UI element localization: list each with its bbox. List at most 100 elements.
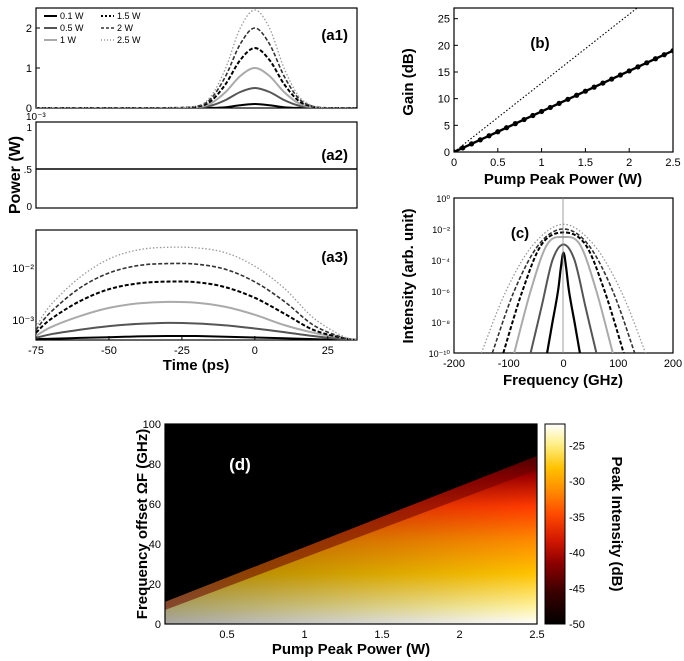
- c-xtick-label: 200: [664, 358, 682, 370]
- panel-d-edge-glow: [165, 456, 537, 610]
- d-ytick-label: 60: [149, 499, 161, 511]
- b-ytick-label: 5: [444, 120, 450, 132]
- c-xtick-label: 100: [609, 358, 627, 370]
- b-gain-marker: [591, 84, 597, 90]
- a1-series-1.5w: [36, 46, 357, 108]
- b-xtick-label: 2.5: [665, 157, 680, 169]
- a3-series-0.5w: [36, 321, 357, 340]
- panel-a2-label: (a2): [321, 147, 348, 164]
- d-colorbar-tick-label: -45: [569, 583, 585, 595]
- b-ytick-label: 25: [438, 14, 450, 26]
- panel-a2-ytick-0.5: .5: [24, 165, 33, 176]
- legend-label-2.5w: 2.5 W: [117, 35, 141, 45]
- c-ytick-label: 10⁻⁸: [431, 318, 450, 328]
- a3-series-2w: [36, 262, 357, 340]
- b-dotted-line: [454, 8, 638, 152]
- panel-c: -200 -100 0 100 20010⁻¹⁰10⁻⁸10⁻⁶10⁻⁴10⁻²10⁰ …: [400, 194, 682, 389]
- b-gain-marker: [512, 121, 518, 127]
- legend-label-0.1w: 0.1 W: [60, 11, 84, 21]
- b-gain-marker: [661, 52, 667, 58]
- panel-a1-label: (a1): [321, 27, 348, 44]
- b-gain-marker: [565, 96, 571, 102]
- b-xtick-label: 1: [539, 157, 545, 169]
- panel-d-colorbar: [544, 423, 566, 625]
- b-gain-marker: [468, 141, 475, 147]
- b-gain-marker: [495, 129, 501, 135]
- b-gain-marker: [617, 72, 624, 78]
- b-gain-marker: [670, 48, 673, 54]
- b-xtick-label: 2: [626, 157, 632, 169]
- c-series-1.5w: [502, 231, 625, 353]
- a3-xtick-label: 25: [322, 345, 334, 357]
- d-ytick-label: 80: [149, 459, 161, 471]
- c-ytick-label: 10⁻⁶: [432, 287, 451, 297]
- legend-label-1.5w: 1.5 W: [117, 11, 141, 21]
- d-xtick-label: 1: [301, 629, 307, 641]
- b-gain-marker: [652, 56, 659, 62]
- c-series-0.1w: [546, 251, 581, 353]
- d-colorbar-tick-label: -35: [569, 512, 585, 524]
- panel-d-colorbar-label: Peak Intensity (dB): [608, 456, 625, 591]
- d-ytick-label: 20: [149, 579, 161, 591]
- b-xtick-label: 1.5: [578, 157, 593, 169]
- c-xtick-label: -200: [443, 358, 465, 370]
- c-series-2.5w: [480, 223, 647, 353]
- a1-series-2w: [36, 27, 357, 108]
- c-series-2w: [491, 228, 636, 353]
- a1-series-1w: [36, 66, 357, 108]
- panel-c-ylabel: Intensity (arb. unit): [400, 208, 417, 343]
- panel-a3-frame: [35, 229, 358, 341]
- panel-d-frame: [164, 423, 538, 625]
- b-gain-marker: [635, 64, 641, 70]
- c-xtick-label: 0: [560, 358, 566, 370]
- shared-ylabel: Power (W): [7, 136, 24, 214]
- panel-d-xlabel: Pump Peak Power (W): [272, 641, 430, 658]
- a3-series-1w: [36, 300, 357, 340]
- c-ytick-label: 10⁻⁴: [431, 256, 450, 266]
- panel-a2: 10⁻³ 1 .5 0 (a2): [24, 112, 358, 213]
- panel-a1: 0 1 2 (a1) 0.1 W 0.5 W 1 W 1.5 W 2 W 2.5 W: [26, 7, 358, 115]
- b-gain-marker: [547, 104, 553, 111]
- a3-xtick-label: -75: [28, 345, 44, 357]
- b-gain-marker: [521, 116, 527, 123]
- panel-d-ylabel: Frequency offset ΩF (GHz): [134, 429, 151, 619]
- d-xtick-label: 1.5: [374, 629, 389, 641]
- b-ytick-label: 15: [438, 67, 450, 79]
- b-gain-marker: [600, 80, 606, 86]
- a3-xtick-label: -50: [101, 345, 117, 357]
- legend-label-2w: 2 W: [117, 23, 134, 33]
- b-ytick-label: 0: [444, 147, 450, 159]
- b-gain-marker: [609, 76, 615, 82]
- d-colorbar-tick-label: -30: [569, 476, 585, 488]
- b-gain-marker: [486, 133, 492, 139]
- b-ytick-label: 20: [438, 40, 450, 52]
- d-xtick-label: 0.5: [219, 629, 234, 641]
- a3-series-2.5w: [36, 246, 357, 340]
- c-series-0.5w: [529, 243, 598, 353]
- a3-xtick-label: -25: [174, 345, 190, 357]
- b-gain-marker: [626, 68, 632, 74]
- panel-b-label: (b): [530, 35, 549, 52]
- c-series-1w: [513, 235, 614, 353]
- b-xtick-label: 0: [451, 157, 457, 169]
- legend-label-0.5w: 0.5 W: [60, 23, 84, 33]
- panel-b-frame: [453, 7, 674, 153]
- d-colorbar-tick-label: -40: [569, 548, 585, 560]
- d-colorbar-tick-label: -25: [569, 440, 585, 452]
- panel-a1-frame: [35, 7, 358, 109]
- b-gain-marker: [530, 112, 536, 119]
- c-ytick-label: 10⁰: [436, 194, 450, 204]
- panel-c-xlabel: Frequency (GHz): [503, 372, 623, 389]
- panel-a3-ytick-1e-3: 10⁻³: [12, 315, 34, 327]
- a3-xtick-label: 0: [252, 345, 258, 357]
- panel-a1-legend: 0.1 W 0.5 W 1 W 1.5 W 2 W 2.5 W: [44, 11, 141, 45]
- panel-a2-frame: [35, 121, 358, 209]
- panel-c-frame: [453, 197, 674, 354]
- panel-a2-ytick-1: 1: [26, 123, 32, 134]
- b-gain-marker: [644, 60, 650, 66]
- d-ytick-label: 40: [149, 539, 161, 551]
- panel-a3: -75 -50 -25 0 25 10⁻² 10⁻³ (a3) Time (ps): [12, 229, 358, 374]
- d-ytick-label: 100: [143, 419, 161, 431]
- b-gain-marker: [503, 125, 510, 131]
